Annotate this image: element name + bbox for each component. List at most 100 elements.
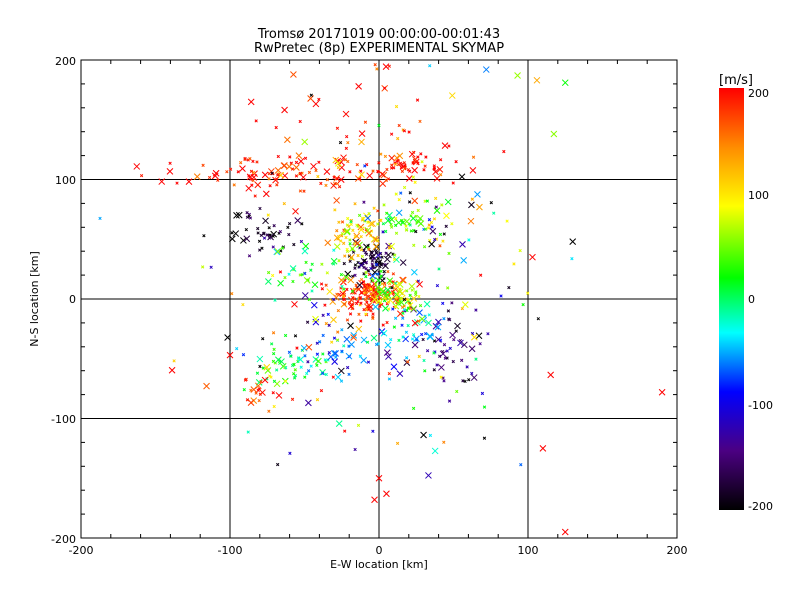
scatter-point <box>474 308 478 312</box>
scatter-point <box>418 315 426 323</box>
scatter-point <box>320 262 324 266</box>
scatter-point <box>335 126 340 130</box>
scatter-point <box>267 172 271 176</box>
scatter-point <box>281 106 288 114</box>
scatter-point <box>482 436 487 440</box>
scatter-point <box>357 226 365 234</box>
scatter-point <box>433 207 441 214</box>
scatter-point <box>283 333 288 338</box>
scatter-point <box>410 288 414 292</box>
scatter-point <box>467 238 471 242</box>
scatter-point <box>452 337 456 342</box>
scatter-point <box>362 200 366 204</box>
scatter-point <box>342 110 350 118</box>
scatter-point <box>443 356 447 360</box>
scatter-point <box>269 375 273 379</box>
scatter-point <box>353 232 361 240</box>
scatter-point <box>350 287 357 295</box>
scatter-point <box>272 224 276 228</box>
scatter-point <box>469 167 477 174</box>
scatter-point <box>438 354 442 358</box>
scatter-point <box>327 351 331 355</box>
scatter-point <box>356 281 363 289</box>
scatter-point <box>257 239 262 243</box>
scatter-point <box>291 300 298 308</box>
scatter-point <box>396 310 404 318</box>
scatter-point <box>391 272 396 276</box>
scatter-point <box>263 363 271 371</box>
scatter-point <box>291 279 295 284</box>
scatter-point <box>482 405 487 409</box>
scatter-point <box>407 169 412 173</box>
scatter-point <box>342 274 350 281</box>
scatter-point <box>415 218 423 226</box>
chart-title: Tromsø 20171019 00:00:00-00:01:43 <box>257 27 500 42</box>
scatter-point <box>393 162 398 166</box>
scatter-point <box>319 282 324 286</box>
scatter-point <box>355 83 362 90</box>
scatter-point <box>299 365 303 369</box>
scatter-point <box>414 214 418 219</box>
scatter-point <box>318 340 322 344</box>
scatter-point <box>275 183 279 187</box>
scatter-point <box>247 399 255 406</box>
scatter-point <box>380 329 388 337</box>
scatter-point <box>384 251 388 255</box>
y-axis: -200 -100 0 100 200 N-S location [km] <box>28 55 76 546</box>
scatter-point <box>425 319 432 327</box>
scatter-point <box>405 308 409 313</box>
scatter-point <box>346 365 350 370</box>
scatter-point <box>411 166 418 174</box>
scatter-point <box>401 335 405 339</box>
y-tick-label: -200 <box>51 533 76 546</box>
scatter-point <box>359 301 363 305</box>
scatter-point <box>438 338 443 342</box>
scatter-point <box>397 338 401 343</box>
scatter-point <box>371 295 378 303</box>
scatter-point <box>303 277 311 284</box>
scatter-point <box>423 227 428 231</box>
scatter-point <box>423 300 431 308</box>
scatter-point <box>256 355 264 363</box>
scatter-point <box>474 357 478 361</box>
scatter-point <box>393 282 400 290</box>
scatter-point <box>502 149 506 154</box>
scatter-point <box>331 375 335 379</box>
scatter-point <box>209 265 213 269</box>
scatter-point <box>324 183 328 188</box>
scatter-point <box>359 291 364 295</box>
scatter-point <box>413 180 417 184</box>
scatter-point <box>353 234 357 239</box>
scatter-point <box>410 295 418 302</box>
scatter-point <box>392 325 397 329</box>
scatter-point <box>450 222 454 226</box>
scatter-point <box>369 220 376 228</box>
scatter-point <box>358 130 366 137</box>
scatter-point <box>256 388 260 392</box>
scatter-point <box>373 294 377 298</box>
scatter-point <box>305 371 309 376</box>
scatter-point <box>293 368 297 372</box>
scatter-point <box>441 142 449 150</box>
scatter-point <box>294 174 299 178</box>
scatter-point <box>358 354 363 358</box>
scatter-point <box>343 429 347 433</box>
scatter-point <box>372 206 376 210</box>
scatter-point <box>406 360 410 364</box>
scatter-point <box>168 161 172 165</box>
scatter-point <box>287 221 292 226</box>
scatter-point <box>336 237 340 241</box>
scatter-point <box>335 338 340 342</box>
scatter-point <box>304 260 308 265</box>
scatter-point <box>285 163 293 171</box>
scatter-point <box>292 376 297 380</box>
scatter-point <box>427 223 431 227</box>
scatter-point <box>371 169 375 173</box>
scatter-point <box>366 305 371 309</box>
scatter-point <box>201 265 205 269</box>
scatter-point <box>447 399 452 403</box>
scatter-point <box>434 323 442 331</box>
scatter-point <box>335 177 340 181</box>
scatter-point <box>370 254 374 259</box>
scatter-point <box>310 162 317 170</box>
